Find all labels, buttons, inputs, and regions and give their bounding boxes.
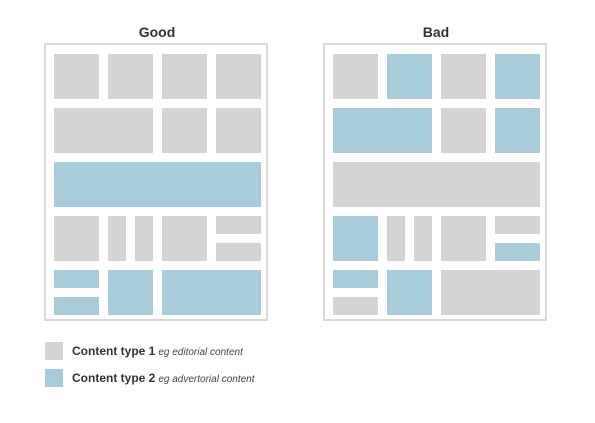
content-block-type2 (333, 270, 378, 288)
content-block-type2 (387, 270, 432, 315)
content-block-type1 (441, 108, 486, 153)
content-block-type2 (495, 243, 540, 261)
content-block-type1 (108, 216, 126, 261)
legend-swatch-type2 (45, 369, 63, 387)
content-block-type2 (495, 108, 540, 153)
content-block-type1 (54, 54, 99, 99)
layout-frame-bad (323, 43, 547, 321)
legend-note-type1: eg editorial content (158, 347, 243, 358)
layout-frame-good (44, 43, 268, 321)
content-block-type1 (216, 108, 261, 153)
content-block-type1 (216, 54, 261, 99)
content-block-type1 (441, 216, 486, 261)
legend-item-type2: Content type 2 eg advertorial content (72, 371, 255, 385)
content-block-type1 (387, 216, 405, 261)
content-block-type2 (333, 216, 378, 261)
content-block-type1 (54, 108, 153, 153)
content-block-type1 (54, 216, 99, 261)
content-block-type1 (162, 54, 207, 99)
content-block-type2 (387, 54, 432, 99)
content-block-type2 (162, 270, 261, 315)
content-block-type1 (333, 54, 378, 99)
panel-title-good: Good (138, 24, 176, 40)
content-block-type1 (441, 54, 486, 99)
legend-swatch-type1 (45, 342, 63, 360)
content-block-type2 (333, 108, 432, 153)
panel-title-bad: Bad (422, 24, 450, 40)
legend-item-type1: Content type 1 eg editorial content (72, 344, 243, 358)
content-block-type1 (162, 108, 207, 153)
content-block-type1 (135, 216, 153, 261)
content-block-type1 (216, 243, 261, 261)
legend-note-type2: eg advertorial content (158, 374, 255, 385)
content-block-type1 (441, 270, 540, 315)
content-block-type1 (495, 216, 540, 234)
content-block-type1 (108, 54, 153, 99)
content-block-type1 (216, 216, 261, 234)
content-block-type2 (495, 54, 540, 99)
legend-label-type2: Content type 2 (72, 371, 156, 385)
content-block-type2 (54, 270, 99, 288)
content-block-type2 (108, 270, 153, 315)
content-block-type2 (54, 162, 261, 207)
content-block-type1 (333, 297, 378, 315)
content-block-type2 (54, 297, 99, 315)
content-block-type1 (333, 162, 540, 207)
content-block-type1 (162, 216, 207, 261)
content-block-type1 (414, 216, 432, 261)
legend-label-type1: Content type 1 (72, 344, 156, 358)
